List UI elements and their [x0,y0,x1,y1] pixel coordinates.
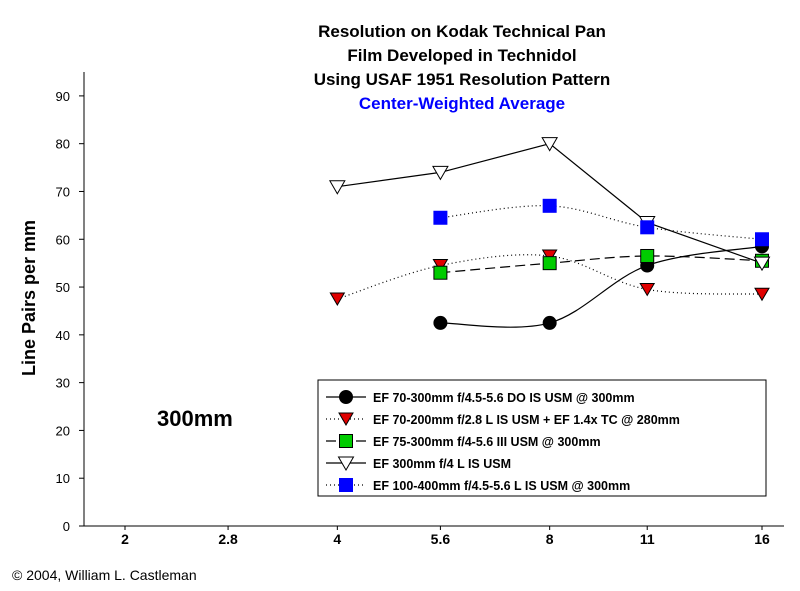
copyright-text: © 2004, William L. Castleman [12,567,197,583]
data-point-series-4 [432,165,449,181]
legend-marker-4 [337,456,355,472]
data-point-series-5 [640,220,655,235]
data-point-series-4 [328,180,346,195]
data-point-series-1 [542,315,557,330]
legend-marker-5 [339,478,353,492]
series-line-1 [440,245,763,328]
series-lines [337,143,763,328]
x-tick-label: 16 [754,531,770,547]
legend-label-1: EF 70-300mm f/4.5-5.6 DO IS USM @ 300mm [373,391,635,405]
data-point-series-2 [541,249,558,263]
data-point-series-3 [640,248,655,263]
legend-label-5: EF 100-400mm f/4.5-5.6 L IS USM @ 300mm [373,479,630,493]
y-tick-label: 40 [56,328,70,343]
y-tick-label: 60 [56,232,70,247]
data-point-series-5 [542,198,557,213]
y-tick-label: 80 [56,137,70,152]
legend-marker-2 [338,412,354,426]
data-point-series-2 [754,287,770,302]
chart-title-line-1: Resolution on Kodak Technical Pan [318,22,606,41]
chart-title-line-2: Film Developed in Technidol [347,46,576,65]
legend-label-2: EF 70-200mm f/2.8 L IS USM + EF 1.4x TC … [373,413,680,427]
legend: EF 70-300mm f/4.5-5.6 DO IS USM @ 300mm E… [317,379,767,497]
chart-title-line-3: Using USAF 1951 Resolution Pattern [314,70,611,89]
y-ticks: 0 10 20 30 40 50 60 70 80 90 [56,89,84,534]
y-tick-label: 70 [56,184,70,199]
focal-length-annotation: 300mm [157,406,233,431]
series-line-3 [440,255,763,274]
x-tick-label: 2 [121,531,129,547]
series-markers [328,137,771,330]
y-tick-label: 90 [56,89,70,104]
legend-marker-3 [339,434,353,448]
data-point-series-1 [433,315,448,330]
legend-label-4: EF 300mm f/4 L IS USM [373,457,511,471]
data-point-series-5 [433,210,448,225]
data-point-series-2 [329,292,346,306]
y-tick-label: 50 [56,280,70,295]
x-tick-label: 5.6 [431,531,451,547]
data-point-series-4 [753,256,771,272]
legend-marker-1 [339,390,353,404]
data-point-series-3 [433,265,448,280]
y-axis-label: Line Pairs per mm [19,220,39,376]
data-point-series-5 [755,232,769,247]
chart-subtitle: Center-Weighted Average [359,94,565,113]
legend-box [317,379,767,497]
series-line-2 [337,254,763,300]
x-tick-label: 2.8 [218,531,238,547]
y-tick-label: 20 [56,423,70,438]
x-tick-label: 11 [640,531,655,547]
data-point-series-4 [541,137,559,152]
y-tick-label: 10 [56,471,70,486]
series-line-5 [440,205,763,240]
y-tick-label: 30 [56,376,70,391]
x-tick-label: 4 [333,531,341,547]
y-tick-label: 0 [63,519,70,534]
legend-label-3: EF 75-300mm f/4-5.6 III USM @ 300mm [373,435,601,449]
data-point-series-2 [639,282,656,297]
data-point-series-3 [542,256,557,271]
x-ticks: 2 2.8 4 5.6 8 11 16 [121,526,770,547]
data-point-series-2 [432,259,449,273]
x-tick-label: 8 [546,531,554,547]
